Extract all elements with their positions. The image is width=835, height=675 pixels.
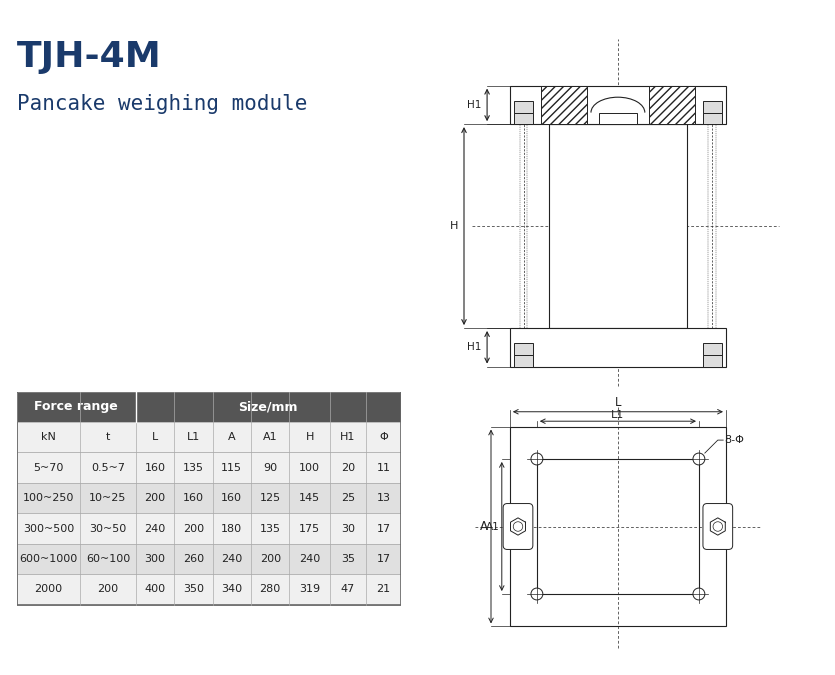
Text: 400: 400 [144, 585, 165, 595]
Text: 47: 47 [341, 585, 355, 595]
Text: 8-Φ: 8-Φ [725, 435, 745, 445]
Text: L: L [152, 432, 158, 442]
Bar [17, 574, 401, 605]
Text: 240: 240 [299, 554, 320, 564]
Bar [17, 422, 401, 452]
Bar [17, 452, 401, 483]
Text: 280: 280 [260, 585, 281, 595]
Text: 115: 115 [221, 462, 242, 472]
Text: 135: 135 [260, 524, 281, 533]
Text: 2000: 2000 [34, 585, 63, 595]
Bar [514, 344, 534, 355]
Text: 17: 17 [377, 554, 391, 564]
Text: 135: 135 [183, 462, 204, 472]
Text: 100: 100 [299, 462, 320, 472]
Bar [514, 113, 534, 124]
Bar [702, 113, 721, 124]
Text: 200: 200 [144, 493, 165, 503]
Text: Force range: Force range [34, 400, 118, 413]
Text: 240: 240 [221, 554, 242, 564]
Bar [17, 514, 401, 544]
Text: 300~500: 300~500 [23, 524, 74, 533]
Bar [510, 86, 726, 124]
Bar [549, 124, 687, 328]
Circle shape [693, 588, 705, 600]
Text: 30~50: 30~50 [89, 524, 127, 533]
Text: 240: 240 [144, 524, 165, 533]
Text: 200: 200 [260, 554, 281, 564]
Bar [649, 86, 695, 124]
Text: L: L [615, 396, 621, 409]
FancyBboxPatch shape [504, 504, 533, 549]
Text: H: H [306, 432, 314, 442]
Text: H1: H1 [341, 432, 356, 442]
Text: Size/mm: Size/mm [239, 400, 298, 413]
Circle shape [693, 453, 705, 465]
Text: t: t [106, 432, 110, 442]
Bar [17, 392, 401, 605]
Bar [514, 355, 534, 367]
Bar [702, 101, 721, 113]
Circle shape [713, 522, 722, 531]
Text: 160: 160 [221, 493, 242, 503]
Circle shape [531, 453, 543, 465]
Text: Pancake weighing module: Pancake weighing module [17, 95, 307, 115]
Text: kN: kN [41, 432, 56, 442]
Bar [541, 86, 587, 124]
Text: TJH-4M: TJH-4M [17, 40, 161, 74]
Text: 340: 340 [221, 585, 242, 595]
Text: 180: 180 [221, 524, 242, 533]
Text: A1: A1 [263, 432, 277, 442]
Text: A: A [480, 520, 488, 533]
Text: 17: 17 [377, 524, 391, 533]
Bar [537, 459, 699, 594]
Text: 0.5~7: 0.5~7 [91, 462, 125, 472]
Text: 20: 20 [341, 462, 355, 472]
Bar [136, 392, 401, 422]
Bar [702, 344, 721, 355]
Text: 319: 319 [299, 585, 320, 595]
Text: 350: 350 [183, 585, 204, 595]
Text: 10~25: 10~25 [89, 493, 127, 503]
Text: 200: 200 [98, 585, 119, 595]
Text: 21: 21 [377, 585, 391, 595]
Bar [702, 355, 721, 367]
Text: 160: 160 [144, 462, 165, 472]
Text: 175: 175 [299, 524, 320, 533]
Text: L1: L1 [187, 432, 200, 442]
Text: 13: 13 [377, 493, 391, 503]
Text: 200: 200 [183, 524, 204, 533]
Text: L1: L1 [611, 410, 625, 420]
Text: 11: 11 [377, 462, 391, 472]
Bar [17, 483, 401, 514]
Bar [510, 427, 726, 626]
Bar [17, 392, 136, 422]
Text: 160: 160 [183, 493, 204, 503]
Text: A: A [228, 432, 235, 442]
Text: 600~1000: 600~1000 [19, 554, 78, 564]
Text: 145: 145 [299, 493, 320, 503]
Text: 125: 125 [260, 493, 281, 503]
Text: H: H [450, 221, 458, 231]
Bar [17, 544, 401, 574]
Text: 100~250: 100~250 [23, 493, 74, 503]
Text: 30: 30 [341, 524, 355, 533]
FancyBboxPatch shape [703, 504, 732, 549]
Bar [510, 328, 726, 367]
Text: 300: 300 [144, 554, 165, 564]
Bar [514, 101, 534, 113]
Text: 260: 260 [183, 554, 204, 564]
Bar [599, 113, 637, 124]
Text: A1: A1 [486, 522, 499, 531]
Text: 25: 25 [341, 493, 355, 503]
Text: 60~100: 60~100 [86, 554, 130, 564]
Text: H1: H1 [467, 342, 481, 352]
Circle shape [531, 588, 543, 600]
Text: H1: H1 [467, 100, 481, 110]
Text: Φ: Φ [379, 432, 388, 442]
Text: 90: 90 [263, 462, 277, 472]
Text: 5~70: 5~70 [33, 462, 63, 472]
Circle shape [514, 522, 523, 531]
Text: 35: 35 [341, 554, 355, 564]
